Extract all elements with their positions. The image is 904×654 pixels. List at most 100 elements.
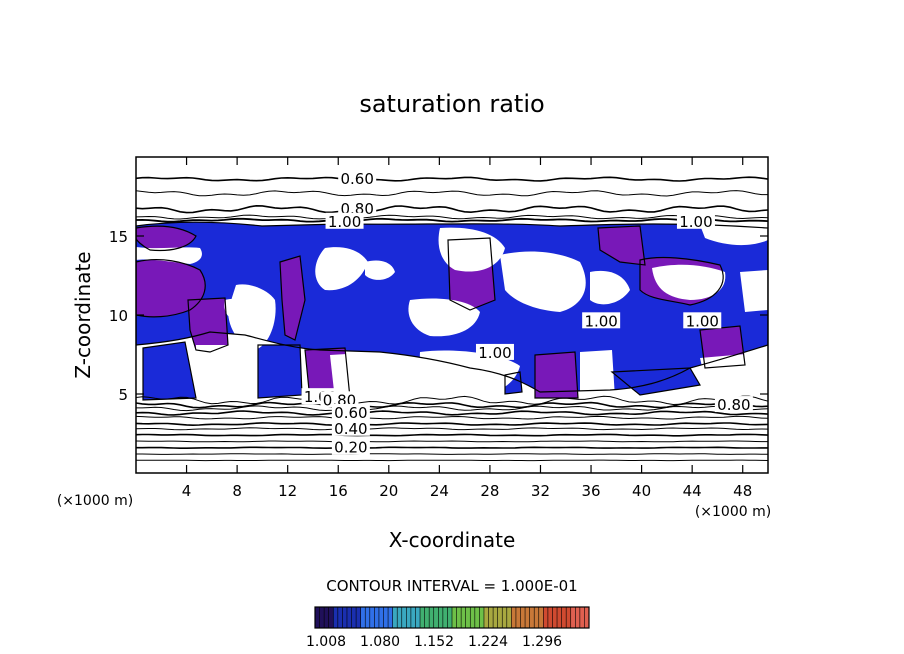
colorbar-cell bbox=[552, 607, 558, 628]
colorbar-cell bbox=[538, 607, 544, 628]
contour-line bbox=[136, 176, 768, 182]
colorbar-cell bbox=[360, 607, 366, 628]
colorbar-cell bbox=[474, 607, 480, 628]
colorbar-cell bbox=[511, 607, 517, 628]
colorbar-cell bbox=[557, 607, 562, 628]
subsaturated-region bbox=[700, 352, 768, 400]
colorbar-cell bbox=[465, 607, 471, 628]
contour-line-1-00 bbox=[279, 255, 306, 341]
contour-line-1-00 bbox=[534, 351, 579, 399]
colorbar-cell bbox=[429, 607, 435, 628]
supersat-blue-region bbox=[612, 368, 700, 395]
contour-line bbox=[136, 217, 768, 223]
contour-label-bg bbox=[676, 212, 715, 229]
colorbar-cell bbox=[397, 607, 403, 628]
colorbar-cell bbox=[461, 607, 466, 628]
contour-label-bg bbox=[331, 438, 370, 455]
subsaturated-region bbox=[136, 345, 143, 400]
contour-label-bg bbox=[325, 212, 364, 229]
subsaturated-region bbox=[652, 264, 726, 300]
x-tick-label: 16 bbox=[329, 482, 348, 500]
colorbar-cell bbox=[579, 607, 585, 628]
colorbar-cell bbox=[470, 607, 476, 628]
contour-label-bg bbox=[582, 312, 621, 329]
colorbar-cell bbox=[493, 607, 498, 628]
contour-line bbox=[136, 427, 768, 431]
subsaturated-region bbox=[500, 251, 586, 312]
colorbar-cell bbox=[447, 607, 453, 628]
colorbar-cell bbox=[374, 607, 380, 628]
colorbar-tick-label: 1.152 bbox=[414, 634, 454, 650]
supersat-purple-region bbox=[136, 226, 196, 251]
contour-label: 1.00 bbox=[686, 312, 719, 330]
subsaturated-region bbox=[590, 270, 630, 305]
colorbar-cell bbox=[424, 607, 430, 628]
colorbar-cell bbox=[506, 607, 512, 628]
contour-label-bg bbox=[714, 396, 753, 413]
colorbar-cell bbox=[483, 607, 489, 628]
x-tick-label: 36 bbox=[581, 482, 600, 500]
contour-line-1-00 bbox=[136, 259, 206, 318]
contour-line-1-00 bbox=[504, 371, 523, 395]
colorbar-cell bbox=[566, 607, 572, 628]
colorbar-cell bbox=[543, 607, 549, 628]
subsaturated-region bbox=[196, 345, 258, 400]
subsaturated-region bbox=[700, 224, 768, 246]
colorbar-cell bbox=[420, 607, 425, 628]
contour-label-bg bbox=[338, 200, 377, 217]
contour-label: 0.80 bbox=[717, 396, 750, 414]
y-tick-label: 5 bbox=[118, 386, 128, 404]
colorbar-cell bbox=[415, 607, 421, 628]
colorbar-tick-label: 1.080 bbox=[360, 634, 400, 650]
contour-label-bg bbox=[475, 343, 514, 360]
x-tick-label: 8 bbox=[232, 482, 242, 500]
colorbar-cell bbox=[497, 607, 503, 628]
supersat-purple-region bbox=[280, 256, 305, 340]
contour-label-bg bbox=[338, 170, 377, 187]
contour-label-bg bbox=[683, 312, 722, 329]
colorbar-cell bbox=[452, 607, 457, 628]
colorbar-cell bbox=[328, 607, 334, 628]
contour-line bbox=[136, 410, 768, 416]
field-layer: 0.600.801.001.001.001.001.001.000.800.60… bbox=[136, 170, 768, 462]
subsaturated-region bbox=[228, 284, 276, 350]
colorbar-cell bbox=[442, 607, 448, 628]
contour-line bbox=[136, 446, 768, 450]
colorbar-tick-label: 1.296 bbox=[522, 634, 562, 650]
colorbar-cell bbox=[383, 607, 389, 628]
colorbar-cell bbox=[488, 607, 494, 628]
subsaturated-region bbox=[365, 260, 395, 280]
contour-line bbox=[136, 204, 768, 214]
colorbar-cell bbox=[337, 607, 343, 628]
colorbar-cell bbox=[333, 607, 339, 628]
subsaturated-region bbox=[330, 352, 390, 400]
colorbar-cell bbox=[410, 607, 416, 628]
colorbar-cell bbox=[570, 607, 576, 628]
x-axis-label: X-coordinate bbox=[389, 528, 516, 552]
colorbar-cell bbox=[365, 607, 371, 628]
colorbar-tick-label: 1.008 bbox=[306, 634, 346, 650]
contour-line bbox=[136, 214, 768, 220]
contour-label-bg bbox=[331, 403, 370, 420]
contour-line bbox=[136, 395, 768, 406]
colorbar-cell bbox=[502, 607, 508, 628]
colorbar-cell bbox=[401, 607, 407, 628]
contour-label: 1.00 bbox=[328, 213, 361, 231]
contour-line-1-00 bbox=[142, 341, 197, 401]
x-unit-right: (×1000 m) bbox=[695, 504, 771, 520]
colorbar-cell bbox=[319, 607, 325, 628]
contour-label: 1.00 bbox=[679, 213, 712, 231]
contour-label-bg bbox=[331, 419, 370, 436]
colorbar-cell bbox=[392, 607, 398, 628]
x-tick-label: 48 bbox=[733, 482, 752, 500]
contour-line bbox=[136, 453, 768, 455]
x-tick-label: 24 bbox=[430, 482, 449, 500]
contour-label: 1.00 bbox=[478, 344, 511, 362]
colorbar-tick-label: 1.224 bbox=[468, 634, 508, 650]
colorbar-cell bbox=[515, 607, 521, 628]
contour-line bbox=[136, 433, 768, 437]
subsaturated-region bbox=[740, 270, 768, 312]
x-tick-label: 4 bbox=[182, 482, 192, 500]
contour-line-1-00 bbox=[136, 225, 197, 252]
